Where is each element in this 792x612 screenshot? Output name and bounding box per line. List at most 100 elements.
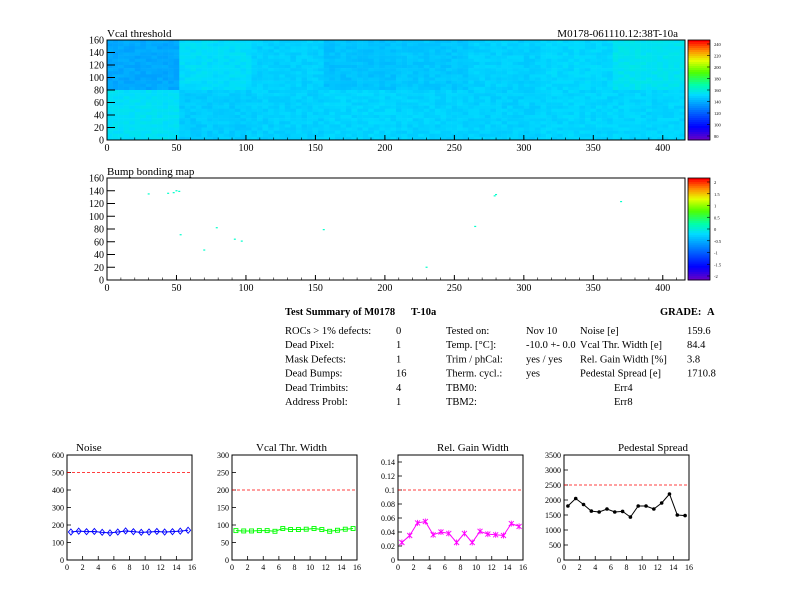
heatmap-cell: [512, 74, 519, 78]
heatmap-cell: [546, 86, 552, 91]
heatmap-cell: [151, 80, 158, 85]
heatmap-cell: [423, 65, 430, 69]
heatmap-cell: [357, 74, 363, 78]
x-tick-label: 50: [171, 143, 181, 154]
data-point: [659, 501, 664, 505]
heatmap-cell: [507, 130, 514, 135]
heatmap-cell: [451, 77, 458, 81]
heatmap-cell: [451, 93, 458, 97]
heatmap-cell: [129, 46, 136, 50]
heatmap-cell: [473, 111, 480, 116]
heatmap-cell: [223, 133, 230, 138]
heatmap-cell: [151, 102, 158, 106]
heatmap-cell: [373, 111, 380, 116]
heatmap-cell: [607, 43, 614, 47]
heatmap-cell: [340, 118, 347, 122]
heatmap-cell: [651, 40, 658, 44]
heatmap-cell: [284, 108, 291, 113]
heatmap-cell: [329, 71, 336, 75]
heatmap-cell: [112, 136, 119, 141]
heatmap-cell: [323, 77, 330, 81]
heatmap-cell: [618, 127, 625, 131]
heatmap-cell: [601, 121, 608, 125]
heatmap-cell: [568, 105, 575, 110]
heatmap-cell: [179, 124, 186, 128]
heatmap-cell: [468, 68, 475, 72]
heatmap-cell: [129, 90, 136, 94]
heatmap-cell: [501, 130, 508, 135]
heatmap-cell: [673, 118, 680, 122]
heatmap-cell: [323, 46, 330, 50]
colorbar-band: [688, 269, 710, 273]
heatmap-cell: [640, 130, 647, 135]
heatmap-cell: [218, 115, 225, 119]
heatmap-cell: [195, 118, 202, 122]
heatmap-cell: [229, 71, 236, 75]
heatmap-cell: [279, 74, 286, 78]
heatmap-cell: [573, 127, 580, 131]
heatmap-cell: [573, 86, 580, 91]
heatmap-cell: [634, 93, 641, 97]
heatmap-cell: [407, 108, 413, 113]
heatmap-cell: [679, 52, 686, 56]
heatmap-cell: [584, 83, 591, 88]
heatmap-cell: [240, 52, 247, 56]
x-tick-label: 400: [655, 143, 670, 154]
heatmap-cell: [268, 40, 275, 44]
heatmap-cell: [657, 99, 664, 103]
heatmap-cell: [257, 90, 263, 94]
heatmap-cell: [512, 115, 519, 119]
heatmap-cell: [190, 102, 197, 106]
heatmap-cell: [657, 115, 664, 119]
colorbar-band: [688, 102, 710, 105]
heatmap-cell: [140, 90, 147, 94]
heatmap-cell: [412, 93, 419, 97]
heatmap-cell: [540, 65, 547, 69]
heatmap-cell: [562, 96, 569, 100]
heatmap-cell: [496, 124, 502, 128]
heatmap-cell: [312, 102, 319, 106]
heatmap-cell: [184, 105, 191, 110]
heatmap-cell: [473, 102, 480, 106]
heatmap-cell: [323, 58, 330, 63]
heatmap-cell: [379, 86, 386, 91]
heatmap-cell: [173, 49, 180, 53]
heatmap-cell: [295, 80, 302, 85]
heatmap-cell: [345, 46, 352, 50]
heatmap-cell: [446, 58, 452, 63]
heatmap-cell: [118, 46, 124, 50]
heatmap-cell: [195, 130, 202, 135]
y-tick-label: 100: [89, 212, 104, 223]
heatmap-cell: [529, 77, 536, 81]
heatmap-cell: [679, 121, 686, 125]
heatmap-cell: [646, 96, 652, 100]
heatmap-cell: [429, 133, 436, 138]
heatmap-cell: [295, 99, 302, 103]
heatmap-cell: [390, 102, 397, 106]
heatmap-cell: [540, 77, 547, 81]
heatmap-cell: [340, 124, 347, 128]
heatmap-cell: [195, 61, 202, 66]
heatmap-cell: [345, 130, 352, 135]
heatmap-cell: [668, 55, 675, 60]
heatmap-cell: [429, 105, 436, 110]
heatmap-cell: [618, 46, 625, 50]
heatmap-cell: [540, 127, 547, 131]
heatmap-cell: [323, 127, 330, 131]
heatmap-cell: [679, 115, 686, 119]
colorbar-band: [688, 120, 710, 123]
heatmap-cell: [334, 136, 341, 141]
heatmap-cell: [190, 80, 197, 85]
heatmap-cell: [345, 111, 352, 116]
heatmap-cell: [423, 77, 430, 81]
heatmap-cell: [351, 65, 358, 69]
heatmap-cell: [201, 40, 208, 44]
heatmap-cell: [151, 124, 158, 128]
heatmap-cell: [440, 80, 447, 85]
heatmap-cell: [379, 121, 386, 125]
heatmap-cell: [457, 127, 463, 131]
heatmap-cell: [379, 58, 386, 63]
heatmap-cell: [484, 61, 491, 66]
heatmap-cell: [523, 108, 530, 113]
